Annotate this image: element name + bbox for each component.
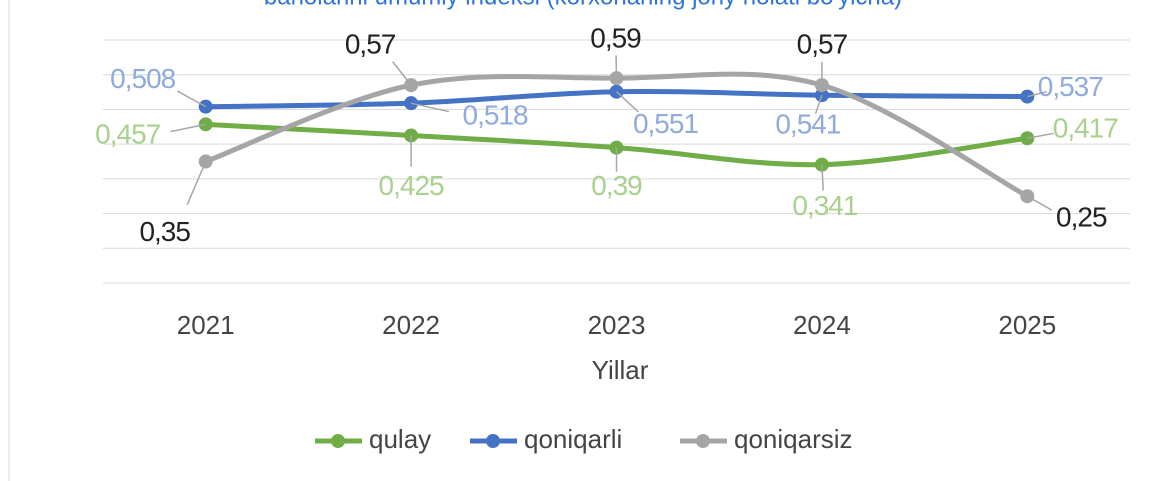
- data-label: 0,551: [633, 108, 698, 139]
- data-label: 0,541: [775, 109, 840, 140]
- leader-line: [1027, 132, 1054, 139]
- chart-title: baholarini umumiy indeksi (korxonaning j…: [264, 0, 902, 10]
- leader-line: [821, 164, 824, 191]
- data-label: 0,537: [1038, 71, 1103, 102]
- data-label: 0,457: [95, 119, 160, 150]
- x-tick-label: 2025: [998, 310, 1056, 340]
- legend-marker: [331, 434, 345, 448]
- leader-line: [1027, 91, 1047, 98]
- legend-label: qoniqarli: [524, 424, 622, 454]
- data-label: 0,508: [110, 63, 175, 94]
- x-tick-label: 2021: [177, 310, 235, 340]
- data-label: 0,59: [590, 23, 641, 54]
- data-label: 0,35: [139, 216, 190, 247]
- x-axis-label: Yillar: [592, 355, 649, 385]
- legend-label: qoniqarsiz: [734, 424, 853, 454]
- chart-border: [8, 0, 1149, 481]
- leader-line: [615, 91, 640, 113]
- data-label: 0,57: [345, 29, 396, 60]
- data-label: 0,341: [792, 190, 857, 221]
- data-label: 0,417: [1053, 113, 1118, 144]
- leader-line: [814, 94, 823, 115]
- legend-marker: [696, 434, 710, 448]
- data-label: 0,57: [797, 29, 848, 60]
- data-label: 0,39: [591, 170, 642, 201]
- leader-line: [1026, 195, 1052, 211]
- data-label: 0,425: [379, 170, 444, 201]
- leader-line: [410, 102, 450, 113]
- x-tick-label: 2024: [793, 310, 851, 340]
- data-label: 0,518: [463, 100, 528, 131]
- legend-marker: [486, 434, 500, 448]
- data-label: 0,25: [1056, 202, 1107, 233]
- leader-line: [186, 161, 207, 205]
- x-tick-label: 2022: [382, 310, 440, 340]
- leader-line: [170, 123, 206, 133]
- legend-label: qulay: [369, 424, 431, 454]
- x-tick-label: 2023: [588, 310, 646, 340]
- leader-line: [392, 61, 412, 86]
- leader-line: [176, 90, 207, 108]
